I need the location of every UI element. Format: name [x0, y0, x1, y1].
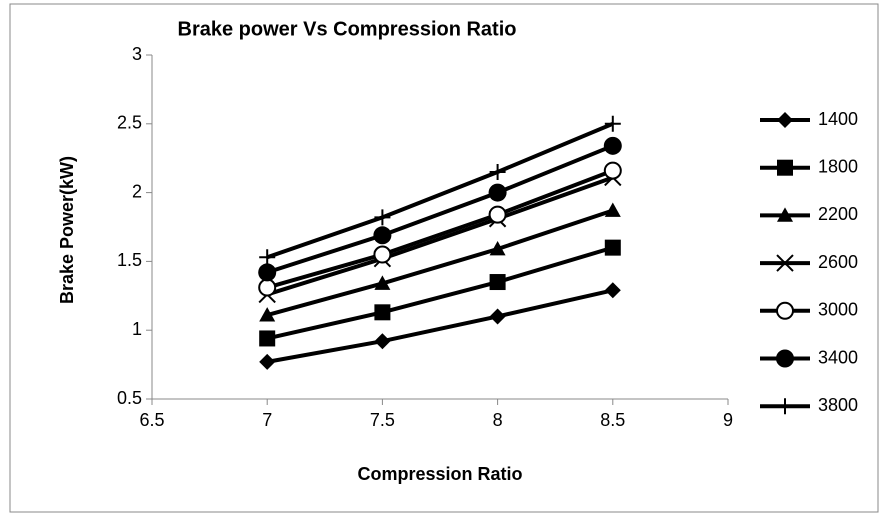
- marker: [777, 398, 793, 415]
- marker: [259, 330, 276, 347]
- chart-title: Brake power Vs Compression Ratio: [178, 18, 517, 40]
- x-axis-label: Compression Ratio: [357, 464, 522, 484]
- legend-label: 2600: [818, 252, 858, 272]
- x-tick-label: 8: [493, 410, 503, 430]
- marker: [373, 226, 392, 245]
- marker: [776, 254, 794, 272]
- marker: [259, 353, 276, 370]
- marker: [489, 163, 506, 180]
- marker: [776, 301, 794, 320]
- legend-label: 2200: [818, 204, 858, 224]
- chart-border: [9, 3, 879, 513]
- series-line: [266, 143, 614, 275]
- x-tick-label: 7: [262, 410, 272, 430]
- marker: [776, 349, 794, 368]
- series-line: [266, 168, 614, 290]
- marker: [259, 307, 276, 322]
- marker: [488, 183, 507, 202]
- marker: [374, 275, 391, 290]
- legend-label: 1800: [818, 156, 858, 176]
- marker: [604, 239, 621, 256]
- marker: [373, 245, 392, 264]
- marker: [374, 304, 391, 321]
- y-tick-label: 2: [132, 181, 142, 201]
- legend-label: 1400: [818, 109, 858, 129]
- marker: [259, 249, 276, 266]
- marker: [374, 333, 391, 350]
- y-tick-label: 1: [132, 319, 142, 339]
- marker: [489, 241, 506, 256]
- x-tick-label: 7.5: [370, 410, 395, 430]
- legend-label: 3400: [818, 347, 858, 367]
- legend-label: 3000: [818, 300, 858, 320]
- series-line: [266, 121, 614, 260]
- marker: [777, 207, 793, 222]
- marker: [777, 159, 793, 176]
- x-tick-label: 6.5: [139, 410, 164, 430]
- marker: [374, 209, 391, 226]
- y-tick-label: 3: [132, 44, 142, 64]
- marker: [603, 161, 622, 180]
- y-tick-label: 0.5: [117, 388, 142, 408]
- legend-label: 3800: [818, 395, 858, 415]
- marker: [489, 274, 506, 291]
- x-tick-label: 9: [723, 410, 733, 430]
- series-line: [266, 288, 614, 364]
- marker: [604, 202, 621, 217]
- marker: [488, 205, 507, 224]
- y-tick-label: 1.5: [117, 250, 142, 270]
- series-line: [266, 245, 614, 341]
- series-line: [266, 208, 614, 317]
- marker: [604, 115, 621, 132]
- marker: [777, 112, 793, 128]
- marker: [489, 308, 506, 325]
- series-line: [266, 175, 614, 297]
- marker: [603, 136, 622, 155]
- y-tick-label: 2.5: [117, 113, 142, 133]
- marker: [258, 263, 277, 282]
- marker: [604, 282, 621, 299]
- marker: [258, 278, 277, 297]
- y-axis-label: Brake Power(kW): [57, 156, 77, 304]
- x-tick-label: 8.5: [600, 410, 625, 430]
